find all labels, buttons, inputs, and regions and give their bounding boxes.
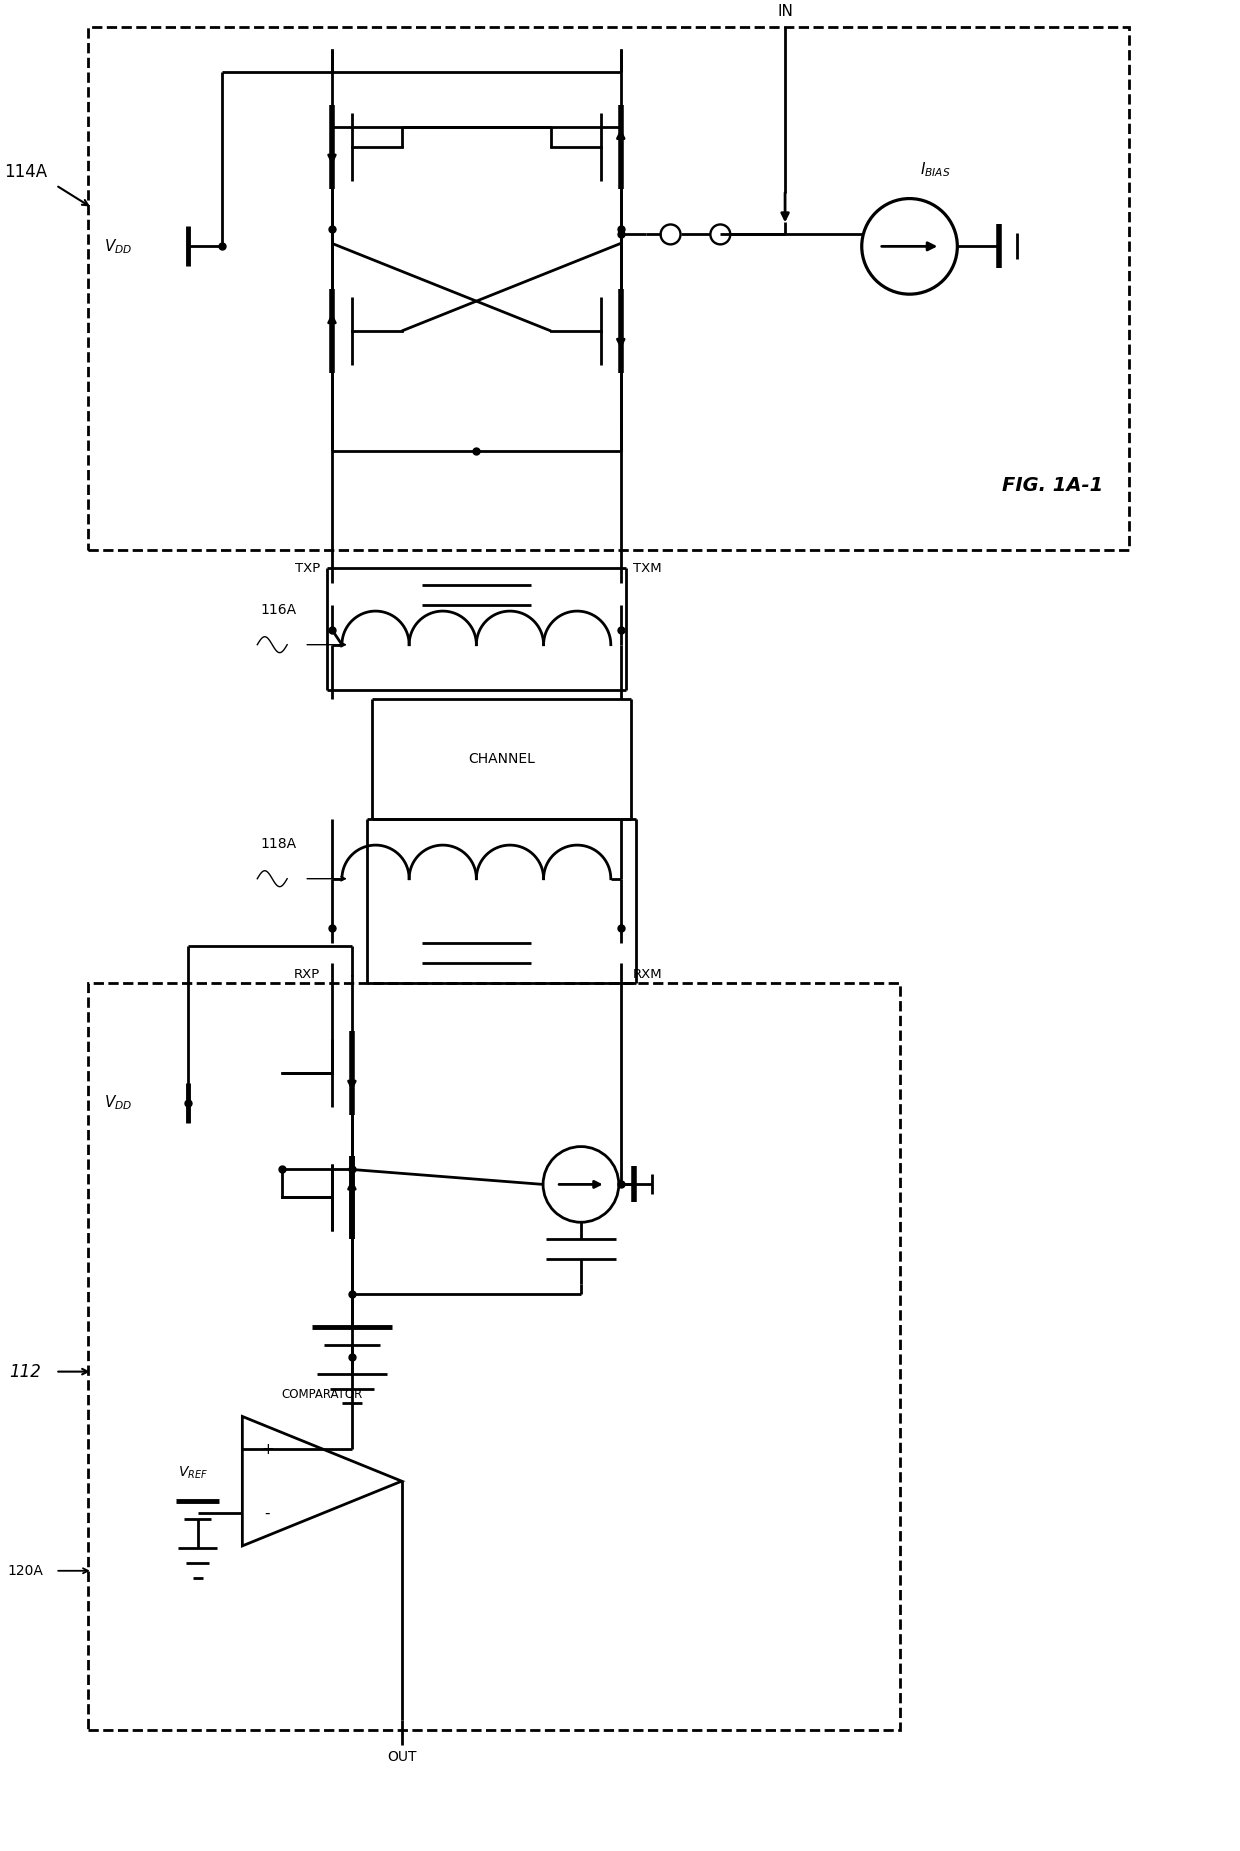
- Text: TXP: TXP: [295, 563, 320, 576]
- Text: 118A: 118A: [260, 837, 296, 851]
- Text: TXM: TXM: [632, 563, 661, 576]
- Text: 114A: 114A: [4, 163, 47, 181]
- Text: COMPARATOR: COMPARATOR: [281, 1388, 362, 1401]
- Text: 120A: 120A: [7, 1564, 43, 1577]
- Text: -: -: [264, 1505, 270, 1520]
- Text: FIG. 1A-1: FIG. 1A-1: [1002, 476, 1104, 494]
- Text: IN: IN: [777, 4, 794, 19]
- Text: CHANNEL: CHANNEL: [467, 752, 534, 766]
- Text: RXP: RXP: [294, 968, 320, 981]
- Text: +: +: [260, 1442, 274, 1457]
- Text: 116A: 116A: [260, 603, 296, 616]
- Text: $V_{DD}$: $V_{DD}$: [104, 237, 133, 255]
- Text: OUT: OUT: [387, 1749, 417, 1764]
- Text: RXM: RXM: [632, 968, 662, 981]
- Text: $V_{DD}$: $V_{DD}$: [104, 1094, 133, 1112]
- Text: 112: 112: [10, 1362, 41, 1381]
- Text: $I_{BIAS}$: $I_{BIAS}$: [920, 159, 950, 180]
- Text: $V_{REF}$: $V_{REF}$: [177, 1464, 207, 1481]
